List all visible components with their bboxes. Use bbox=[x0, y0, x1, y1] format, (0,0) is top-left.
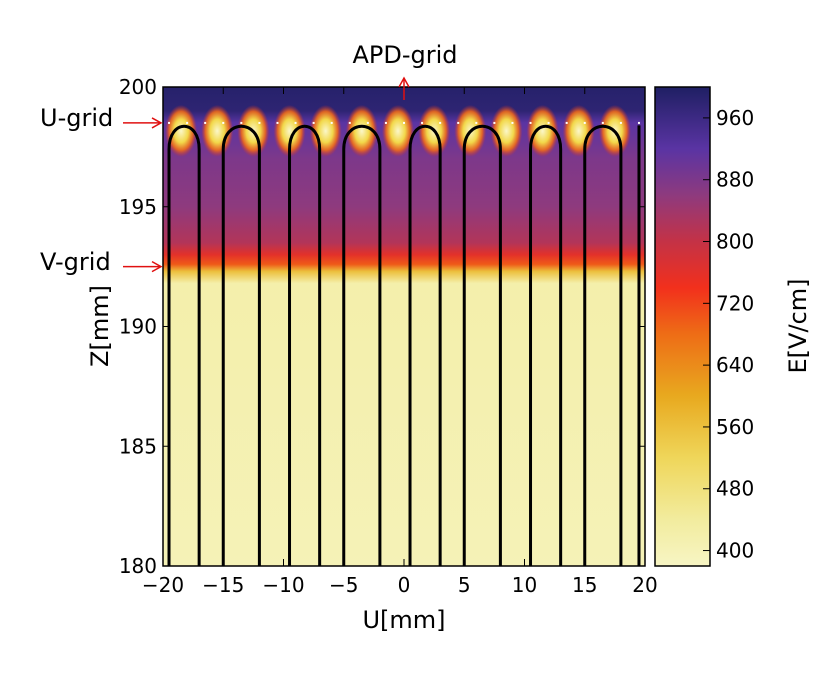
colorbar-label: E[V/cm] bbox=[784, 279, 812, 374]
annotation-v-grid: V-grid bbox=[40, 248, 111, 276]
x-tick-label: 20 bbox=[632, 573, 657, 597]
y-tick-label: 190 bbox=[119, 315, 157, 339]
u-grid-arrow-head bbox=[151, 117, 163, 129]
u-wire-marker bbox=[384, 121, 387, 124]
annotation-u-grid: U-grid bbox=[40, 104, 113, 132]
annotation-apd-grid: APD-grid bbox=[352, 41, 457, 69]
field-line bbox=[167, 124, 201, 566]
field-line bbox=[221, 124, 261, 566]
u-wire-hotspot bbox=[201, 104, 234, 157]
y-tick-label: 195 bbox=[119, 195, 157, 219]
x-tick-label: −15 bbox=[202, 573, 244, 597]
annotation-arrows bbox=[123, 76, 410, 273]
field-lines bbox=[167, 124, 641, 566]
heatmap-field bbox=[163, 87, 645, 566]
u-wire-marker bbox=[294, 121, 297, 124]
x-tick-label: −5 bbox=[329, 573, 358, 597]
colorbar-tick-label: 560 bbox=[716, 415, 754, 439]
u-wire-marker bbox=[457, 121, 460, 124]
colorbar-gradient bbox=[654, 86, 711, 567]
x-tick-label: 5 bbox=[458, 573, 471, 597]
colorbar-tick-label: 400 bbox=[716, 539, 754, 563]
u-wire-hotspot bbox=[309, 104, 342, 157]
u-wire-marker bbox=[583, 121, 586, 124]
field-line bbox=[529, 124, 563, 566]
x-tick-label: 0 bbox=[398, 573, 411, 597]
u-wire-marker bbox=[276, 121, 279, 124]
v-grid-arrow-head bbox=[151, 260, 163, 273]
u-wire-hotspot bbox=[381, 104, 414, 157]
u-wire-marker bbox=[168, 121, 171, 124]
x-tick-label: 10 bbox=[512, 573, 537, 597]
x-tick-label: −20 bbox=[142, 573, 184, 597]
x-tick-label: 15 bbox=[572, 573, 597, 597]
colorbar-tick-label: 480 bbox=[716, 477, 754, 501]
field-line bbox=[342, 124, 382, 566]
u-wire-marker bbox=[529, 121, 532, 124]
y-axis-ticks: 180 185 190 195 200 bbox=[119, 75, 645, 578]
u-wire-marker bbox=[511, 121, 514, 124]
u-wire-marker bbox=[475, 121, 478, 124]
colorbar: 400 480 560 640 720 800 880 960 E[V/cm] bbox=[654, 86, 812, 567]
colorbar-tick-label: 640 bbox=[716, 353, 754, 377]
y-tick-label: 185 bbox=[119, 434, 157, 458]
field-line bbox=[408, 124, 442, 566]
y-tick-label: 180 bbox=[119, 554, 157, 578]
u-wire-marker bbox=[547, 121, 550, 124]
x-tick-label: −10 bbox=[262, 573, 304, 597]
u-wire-marker bbox=[348, 121, 351, 124]
u-wire-markers bbox=[168, 121, 640, 124]
u-wire-hotspot bbox=[345, 104, 378, 157]
u-wire-marker bbox=[601, 121, 604, 124]
u-wire-marker bbox=[204, 121, 207, 124]
u-wire-marker bbox=[366, 121, 369, 124]
x-axis-ticks: −20 −15 −10 −5 0 5 10 15 20 bbox=[142, 87, 658, 597]
x-axis-label: U[mm] bbox=[362, 606, 445, 634]
u-wire-marker bbox=[637, 121, 640, 124]
u-wire-marker bbox=[258, 121, 261, 124]
u-wire-marker bbox=[565, 121, 568, 124]
u-wire-marker bbox=[330, 121, 333, 124]
u-wire-marker bbox=[439, 121, 442, 124]
field-line bbox=[583, 124, 623, 566]
apd-grid-arrow-head bbox=[398, 76, 410, 88]
colorbar-tick-label: 960 bbox=[716, 106, 754, 130]
u-wire-hotspot bbox=[490, 104, 523, 157]
u-wire-marker bbox=[403, 121, 405, 124]
y-axis-label: Z[mm] bbox=[86, 285, 114, 367]
u-wire-hotspot bbox=[526, 104, 559, 157]
field-line bbox=[288, 124, 322, 566]
heatmap-plot: −20 −15 −10 −5 0 5 10 15 20 180 185 190 195 200 bbox=[119, 75, 658, 597]
y-tick-label: 200 bbox=[119, 75, 157, 99]
u-wire-marker bbox=[312, 121, 315, 124]
u-wire-marker bbox=[222, 121, 225, 124]
u-wire-hotspot bbox=[273, 104, 306, 157]
u-wire-marker bbox=[240, 121, 243, 124]
u-wire-marker bbox=[186, 121, 189, 124]
annotations: APD-grid U-grid V-grid bbox=[40, 41, 458, 276]
colorbar-tick-label: 720 bbox=[716, 291, 754, 315]
u-wire-marker bbox=[421, 121, 424, 124]
u-wire-marker bbox=[493, 121, 496, 124]
u-wire-marker bbox=[619, 121, 622, 124]
colorbar-tick-label: 880 bbox=[716, 168, 754, 192]
u-wire-hotspot bbox=[165, 104, 198, 157]
u-wire-hotspot bbox=[562, 104, 595, 157]
colorbar-tick-label: 800 bbox=[716, 230, 754, 254]
colorbar-ticks: 400 480 560 640 720 800 880 960 bbox=[703, 106, 754, 563]
field-line bbox=[462, 124, 502, 566]
